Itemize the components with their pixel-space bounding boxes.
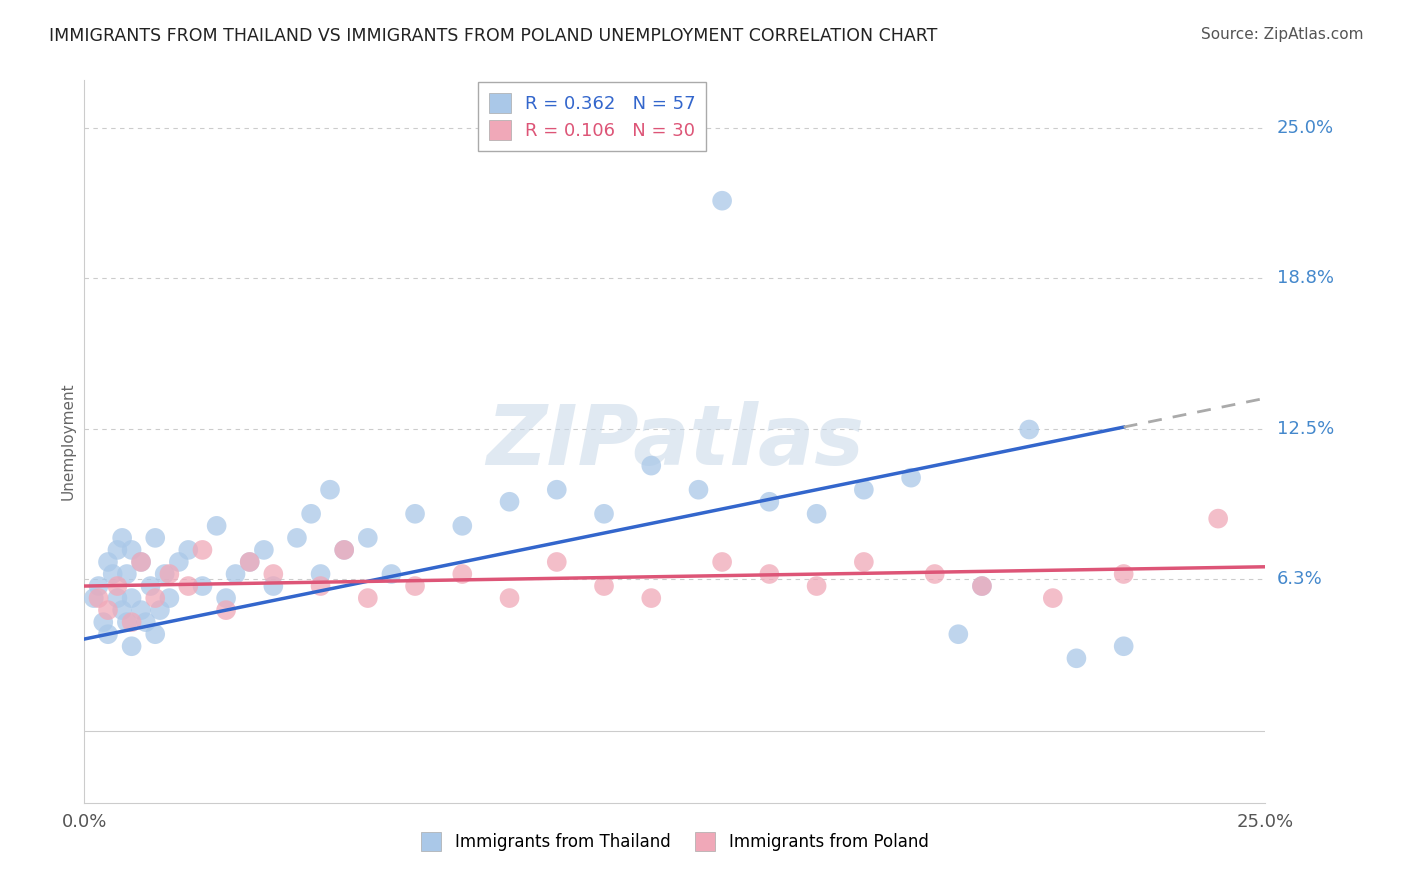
Point xyxy=(215,603,238,617)
Point xyxy=(143,591,166,606)
Point xyxy=(83,591,105,606)
Point xyxy=(191,579,214,593)
Point xyxy=(121,591,143,606)
Text: 25.0%: 25.0% xyxy=(1277,120,1334,137)
Point xyxy=(111,603,134,617)
Point xyxy=(900,471,922,485)
Point xyxy=(157,567,180,582)
Point xyxy=(711,194,734,208)
Point xyxy=(129,603,152,617)
Point xyxy=(97,627,120,641)
Text: 12.5%: 12.5% xyxy=(1277,420,1334,439)
Point xyxy=(87,591,110,606)
Point xyxy=(1112,567,1135,582)
Point xyxy=(135,615,157,630)
Point xyxy=(319,483,342,497)
Point xyxy=(1018,423,1040,437)
Point xyxy=(97,603,120,617)
Point xyxy=(121,639,143,653)
Point xyxy=(253,542,276,557)
Point xyxy=(451,518,474,533)
Point xyxy=(546,555,568,569)
Point xyxy=(970,579,993,593)
Point xyxy=(640,591,662,606)
Point xyxy=(177,579,200,593)
Point xyxy=(404,579,426,593)
Point xyxy=(640,458,662,473)
Point xyxy=(758,567,780,582)
Point xyxy=(153,567,176,582)
Point xyxy=(711,555,734,569)
Point xyxy=(593,507,616,521)
Point xyxy=(380,567,402,582)
Point xyxy=(143,627,166,641)
Point xyxy=(1066,651,1088,665)
Point xyxy=(107,579,129,593)
Point xyxy=(806,507,828,521)
Point xyxy=(107,591,129,606)
Text: 6.3%: 6.3% xyxy=(1277,570,1322,588)
Point xyxy=(357,591,380,606)
Point xyxy=(239,555,262,569)
Point xyxy=(309,567,332,582)
Point xyxy=(167,555,190,569)
Point xyxy=(948,627,970,641)
Point xyxy=(157,591,180,606)
Point xyxy=(177,542,200,557)
Point xyxy=(101,567,124,582)
Text: 18.8%: 18.8% xyxy=(1277,268,1333,286)
Point xyxy=(239,555,262,569)
Point xyxy=(758,494,780,508)
Point xyxy=(309,579,332,593)
Point xyxy=(924,567,946,582)
Point xyxy=(205,518,228,533)
Point xyxy=(285,531,308,545)
Point xyxy=(107,542,129,557)
Point xyxy=(139,579,162,593)
Point xyxy=(129,555,152,569)
Point xyxy=(115,615,138,630)
Point xyxy=(852,555,875,569)
Point xyxy=(1042,591,1064,606)
Point xyxy=(121,615,143,630)
Text: IMMIGRANTS FROM THAILAND VS IMMIGRANTS FROM POLAND UNEMPLOYMENT CORRELATION CHAR: IMMIGRANTS FROM THAILAND VS IMMIGRANTS F… xyxy=(49,27,938,45)
Y-axis label: Unemployment: Unemployment xyxy=(60,383,76,500)
Point xyxy=(546,483,568,497)
Point xyxy=(262,579,284,593)
Point xyxy=(333,542,356,557)
Point xyxy=(191,542,214,557)
Point xyxy=(225,567,247,582)
Text: ZIPatlas: ZIPatlas xyxy=(486,401,863,482)
Point xyxy=(149,603,172,617)
Point xyxy=(91,615,114,630)
Point xyxy=(129,555,152,569)
Point xyxy=(498,591,520,606)
Point xyxy=(87,579,110,593)
Point xyxy=(215,591,238,606)
Point xyxy=(806,579,828,593)
Point xyxy=(852,483,875,497)
Point xyxy=(115,567,138,582)
Point xyxy=(143,531,166,545)
Point xyxy=(357,531,380,545)
Point xyxy=(299,507,322,521)
Point xyxy=(333,542,356,557)
Text: Source: ZipAtlas.com: Source: ZipAtlas.com xyxy=(1201,27,1364,42)
Point xyxy=(688,483,710,497)
Point xyxy=(451,567,474,582)
Point xyxy=(121,542,143,557)
Point xyxy=(970,579,993,593)
Point xyxy=(498,494,520,508)
Legend: Immigrants from Thailand, Immigrants from Poland: Immigrants from Thailand, Immigrants fro… xyxy=(413,824,936,860)
Point xyxy=(97,555,120,569)
Point xyxy=(1112,639,1135,653)
Point xyxy=(404,507,426,521)
Point xyxy=(593,579,616,593)
Point xyxy=(262,567,284,582)
Point xyxy=(111,531,134,545)
Point xyxy=(1206,511,1229,525)
